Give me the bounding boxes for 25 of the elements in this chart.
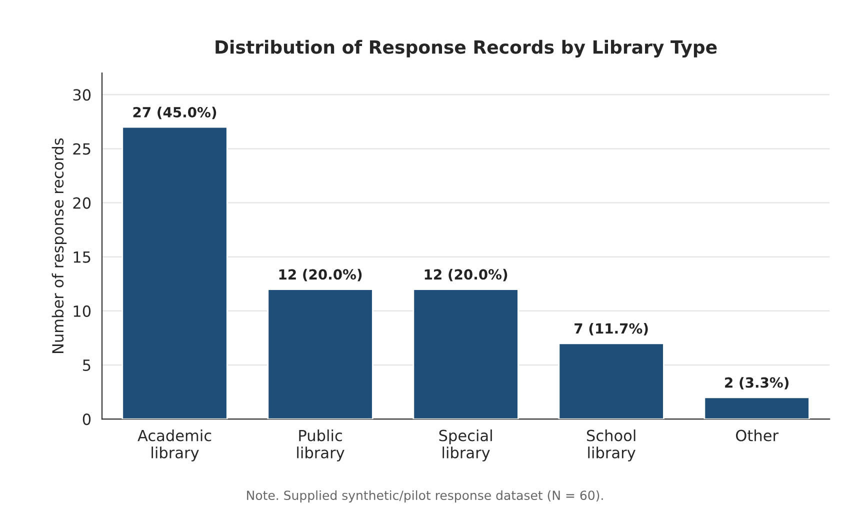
data-label: 12 (20.0%) [279, 268, 362, 282]
y-tick-label: 10 [74, 305, 91, 317]
y-tick-label: 20 [73, 197, 91, 209]
bar [267, 288, 374, 420]
data-label: 12 (20.0%) [424, 268, 508, 282]
text: Note. Supplied synthetic/pilot response dataset (N = 60). [247, 490, 603, 502]
y-tick-label: 30 [73, 89, 91, 101]
bar [122, 126, 228, 420]
x-tick-label: Special library [439, 429, 492, 462]
bar [704, 396, 810, 420]
y-axis-title: Number of response records [52, 138, 67, 353]
y-tick-label: 5 [83, 360, 90, 372]
bar [412, 288, 519, 420]
x-tick-label: Public library [297, 429, 344, 462]
bar [558, 342, 664, 420]
x-tick-label: Other [736, 429, 779, 442]
chart-title: Distribution of Response Records by Library Type [216, 40, 717, 58]
y-tick-label: 15 [74, 252, 90, 263]
data-label: 27 (45.0%) [133, 106, 216, 120]
data-label: 7 (11.7%) [574, 323, 648, 336]
x-tick-label: School library [586, 429, 636, 462]
data-label: 2 (3.3%) [725, 377, 789, 390]
y-tick-label: 25 [73, 143, 90, 155]
y-tick-label: 0 [82, 414, 91, 426]
x-tick-label: Academic library [138, 429, 212, 462]
